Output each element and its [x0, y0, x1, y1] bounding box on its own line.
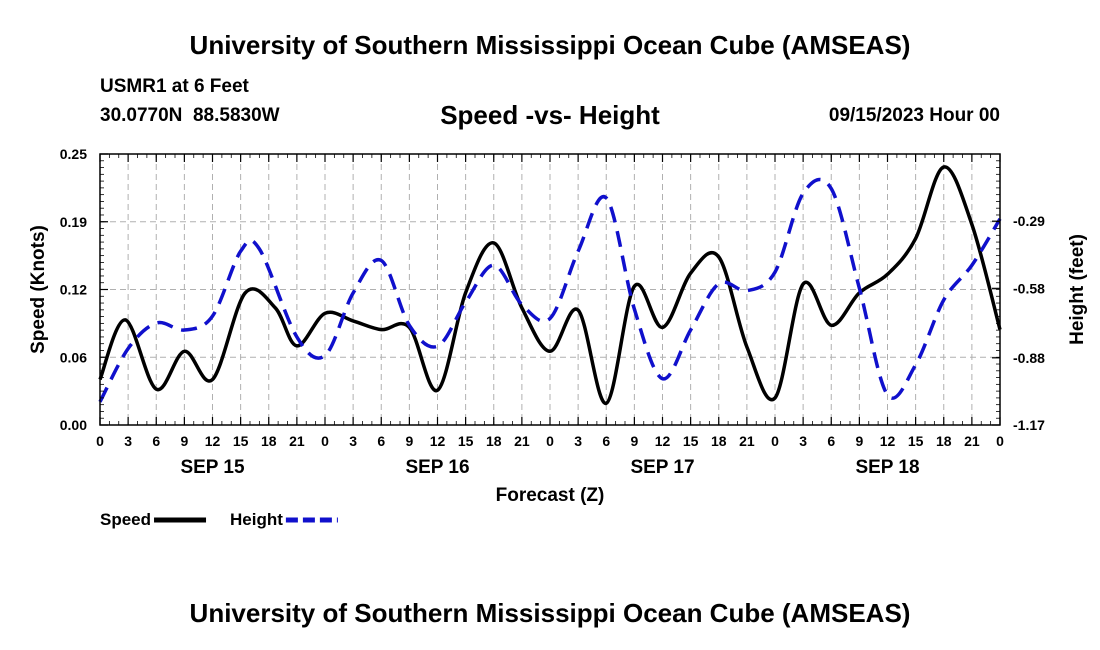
x-tick-label: 6 [152, 433, 160, 449]
x-tick-label: 12 [655, 433, 671, 449]
y-right-tick-label: -0.29 [1013, 213, 1045, 229]
y-left-tick-label: 0.12 [60, 282, 87, 298]
x-day-label: SEP 16 [405, 457, 469, 478]
chart-title-bottom: University of Southern Mississippi Ocean… [189, 598, 911, 628]
x-day-label: SEP 15 [180, 457, 245, 478]
x-tick-label: 18 [261, 433, 277, 449]
x-tick-label: 0 [771, 433, 779, 449]
y-left-tick-label: 0.25 [60, 146, 87, 162]
y-left-tick-label: 0.00 [60, 417, 87, 433]
x-tick-label: 18 [936, 433, 952, 449]
station-label: USMR1 at 6 Feet [100, 76, 249, 97]
y-right-tick-label: -1.17 [1013, 417, 1045, 433]
chart-subtitle: Speed -vs- Height [440, 100, 660, 130]
x-tick-label: 18 [711, 433, 727, 449]
x-tick-label: 6 [377, 433, 385, 449]
x-tick-label: 21 [514, 433, 530, 449]
x-tick-label: 18 [486, 433, 502, 449]
x-day-label: SEP 17 [630, 457, 694, 478]
series-line-speed [98, 165, 1002, 406]
x-tick-label: 15 [683, 433, 699, 449]
x-tick-label: 15 [233, 433, 249, 449]
x-tick-label: 15 [458, 433, 474, 449]
x-tick-label: 12 [430, 433, 446, 449]
grid-lines [100, 154, 1000, 425]
x-tick-label: 0 [546, 433, 554, 449]
series-layer [98, 165, 1002, 406]
x-tick-label: 9 [630, 433, 638, 449]
x-tick-label: 6 [602, 433, 610, 449]
tick-labels: 0 3 6 9 12 15 18 21 0 3 6 9 12 15 18 21 0 3 6 9 12 15 18 21 0 3 6 9… [60, 146, 1045, 478]
y-axis-label-right: Height (feet) [1067, 234, 1088, 345]
chart-title-top: University of Southern Mississippi Ocean… [189, 30, 911, 60]
x-tick-label: 21 [964, 433, 980, 449]
y-left-tick-label: 0.06 [60, 349, 87, 365]
x-tick-label: 15 [908, 433, 924, 449]
x-tick-label: 3 [124, 433, 132, 449]
x-tick-label: 9 [405, 433, 413, 449]
x-tick-label: 9 [855, 433, 863, 449]
x-tick-label: 9 [180, 433, 188, 449]
legend: Speed Height [100, 510, 338, 529]
x-tick-label: 12 [205, 433, 221, 449]
y-right-tick-label: -0.88 [1013, 350, 1045, 366]
forecast-datetime: 09/15/2023 Hour 00 [828, 105, 1000, 126]
x-day-label: SEP 18 [855, 457, 919, 478]
x-tick-label: 3 [349, 433, 357, 449]
tick-marks [99, 153, 1001, 426]
x-tick-label: 0 [996, 433, 1004, 449]
legend-label-speed: Speed [100, 510, 151, 529]
x-tick-label: 0 [321, 433, 329, 449]
x-tick-label: 3 [799, 433, 807, 449]
y-axis-label-left: Speed (Knots) [28, 225, 49, 354]
x-tick-label: 0 [96, 433, 104, 449]
series-line-height [98, 177, 1002, 403]
x-tick-label: 12 [880, 433, 896, 449]
x-tick-label: 21 [739, 433, 755, 449]
x-tick-label: 3 [574, 433, 582, 449]
coordinates-label: 30.0770N 88.5830W [100, 105, 280, 126]
x-axis-label: Forecast (Z) [496, 485, 605, 506]
x-tick-label: 6 [827, 433, 835, 449]
y-right-tick-label: -0.58 [1013, 280, 1045, 296]
y-left-tick-label: 0.19 [60, 214, 87, 230]
legend-label-height: Height [230, 510, 283, 529]
x-tick-label: 21 [289, 433, 305, 449]
